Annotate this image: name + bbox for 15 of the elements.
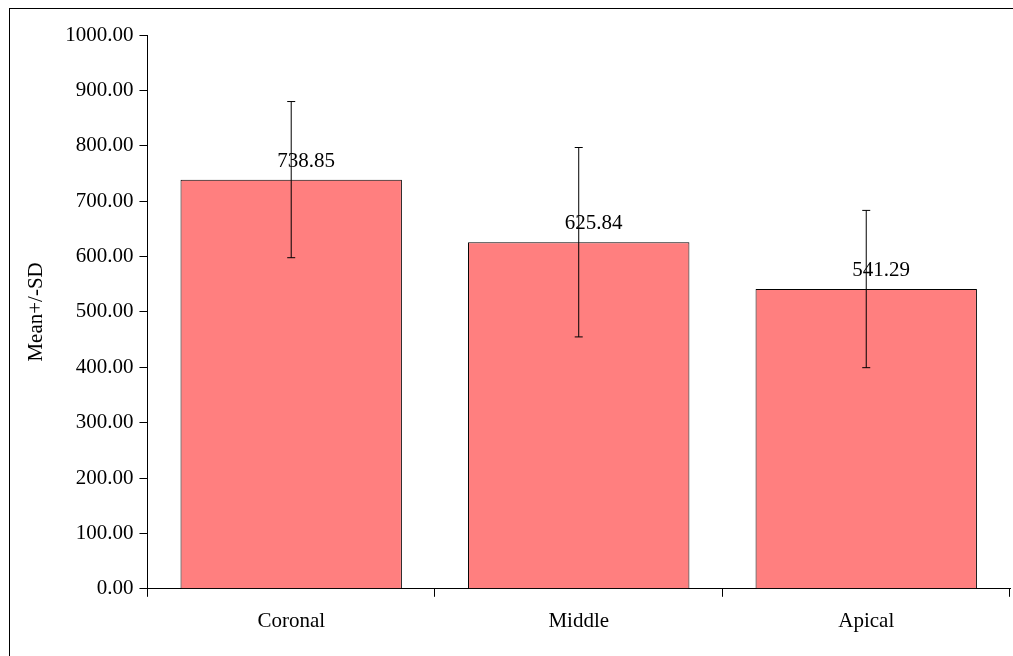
y-tick-label: 800.00 <box>75 132 134 157</box>
y-tick-label: 200.00 <box>75 464 134 489</box>
y-tick-label: 1000.00 <box>65 21 134 46</box>
x-tick-label: Coronal <box>257 607 326 632</box>
y-tick-label: 700.00 <box>75 187 134 212</box>
y-tick-label: 0.00 <box>96 575 134 600</box>
x-tick-label: Middle <box>548 607 610 632</box>
x-tick-label: Apical <box>838 607 895 632</box>
y-axis-title: Mean+/-SD <box>23 262 48 362</box>
y-tick-label: 600.00 <box>75 243 134 268</box>
y-tick-label: 900.00 <box>75 76 134 101</box>
y-tick-label: 400.00 <box>75 353 134 378</box>
y-tick-label: 100.00 <box>75 519 134 544</box>
y-tick-label: 300.00 <box>75 409 134 434</box>
y-tick-label: 500.00 <box>75 298 134 323</box>
